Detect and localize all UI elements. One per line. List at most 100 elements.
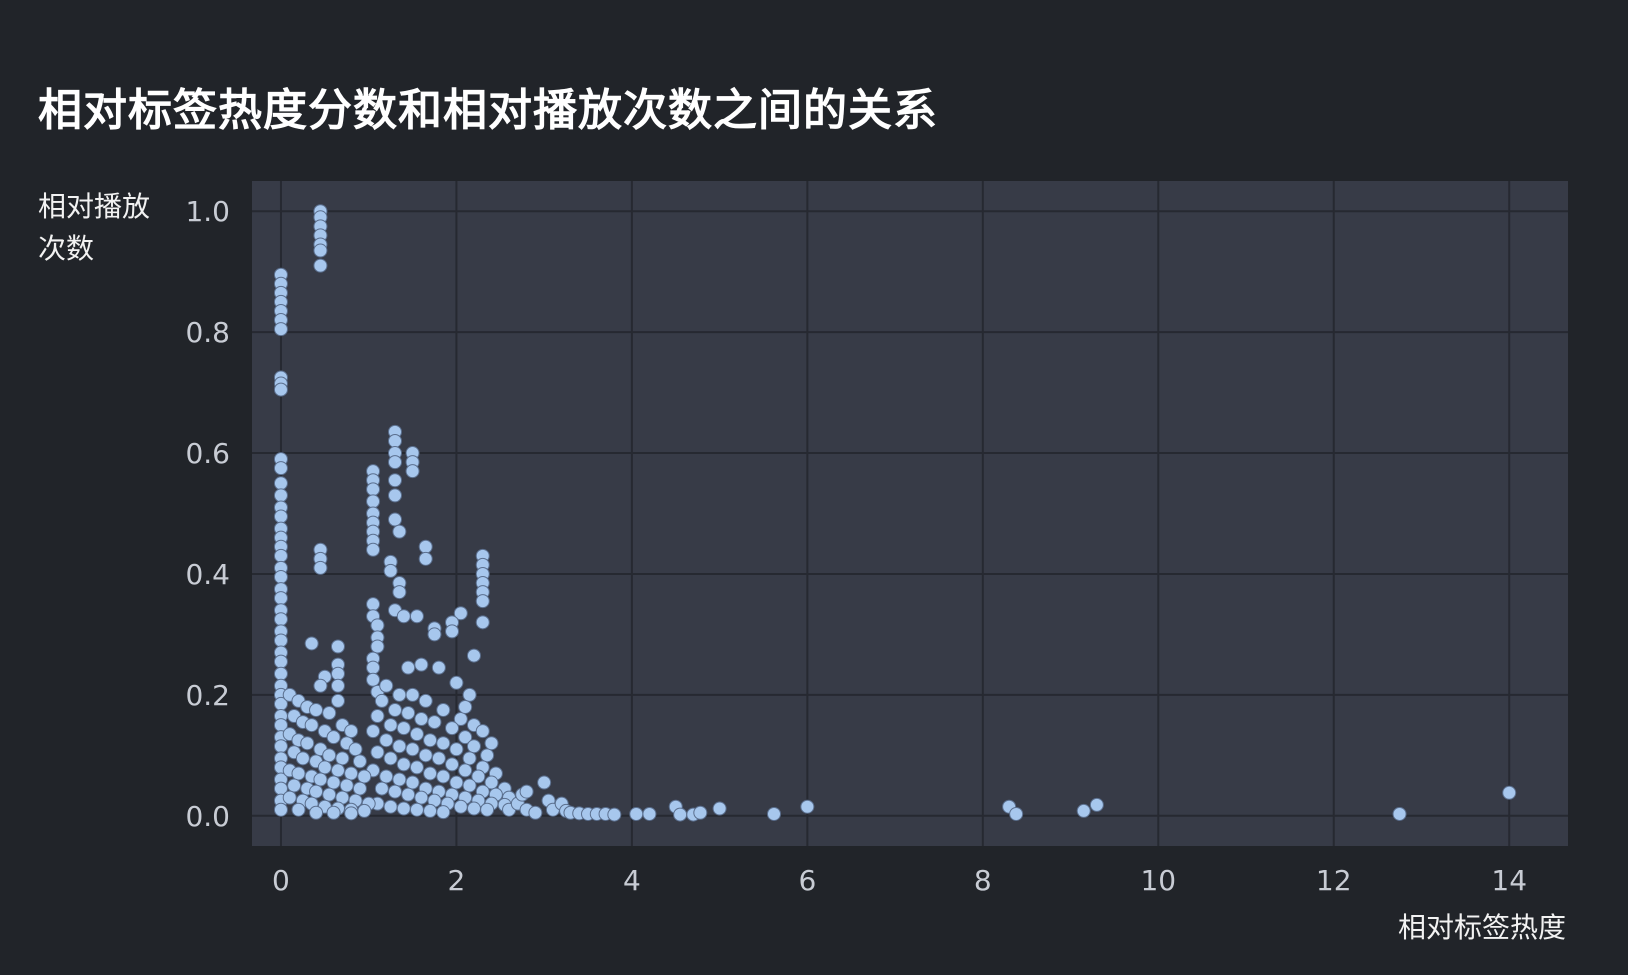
data-point bbox=[273, 654, 288, 669]
data-point bbox=[471, 769, 486, 784]
data-point bbox=[388, 702, 403, 717]
data-point bbox=[273, 548, 288, 563]
data-point bbox=[418, 551, 433, 566]
data-point bbox=[366, 724, 381, 739]
data-point bbox=[480, 748, 495, 763]
data-point bbox=[449, 675, 464, 690]
data-point bbox=[370, 639, 385, 654]
data-point bbox=[291, 766, 306, 781]
data-point bbox=[1089, 797, 1104, 812]
data-point bbox=[1502, 785, 1517, 800]
data-point bbox=[388, 473, 403, 488]
x-tick-label: 0 bbox=[272, 864, 290, 897]
y-tick-label: 0.2 bbox=[185, 679, 230, 712]
data-point bbox=[418, 693, 433, 708]
data-point bbox=[273, 802, 288, 817]
data-point bbox=[326, 730, 341, 745]
data-point bbox=[313, 258, 328, 273]
data-point bbox=[309, 702, 324, 717]
data-point bbox=[431, 660, 446, 675]
data-point bbox=[273, 488, 288, 503]
data-point bbox=[466, 801, 481, 816]
data-point bbox=[273, 612, 288, 627]
x-tick-label: 14 bbox=[1491, 864, 1527, 897]
data-point bbox=[392, 739, 407, 754]
data-point bbox=[313, 772, 328, 787]
data-point bbox=[295, 751, 310, 766]
data-point bbox=[309, 805, 324, 820]
data-point bbox=[352, 754, 367, 769]
data-point bbox=[326, 805, 341, 820]
data-point bbox=[317, 760, 332, 775]
data-point bbox=[344, 806, 359, 821]
data-point bbox=[396, 757, 411, 772]
data-point bbox=[401, 706, 416, 720]
data-point bbox=[366, 660, 381, 675]
data-point bbox=[322, 748, 337, 763]
data-point bbox=[484, 775, 499, 790]
data-point bbox=[475, 615, 490, 630]
data-point bbox=[800, 799, 815, 814]
y-axis-label: 相对播放次数 bbox=[38, 190, 151, 265]
data-point bbox=[388, 488, 403, 503]
y-tick-label: 0.8 bbox=[185, 316, 230, 349]
data-point bbox=[287, 778, 302, 793]
x-tick-label: 12 bbox=[1316, 864, 1352, 897]
data-point bbox=[330, 639, 345, 654]
data-point bbox=[1076, 803, 1091, 818]
data-point bbox=[383, 563, 398, 578]
data-point bbox=[273, 461, 288, 476]
y-tick-label: 0.6 bbox=[185, 437, 230, 470]
data-point bbox=[348, 742, 363, 757]
x-tick-label: 6 bbox=[798, 864, 816, 897]
data-point bbox=[335, 751, 350, 766]
data-point bbox=[431, 751, 446, 766]
data-point bbox=[379, 769, 394, 784]
data-point bbox=[767, 806, 782, 821]
data-point bbox=[304, 636, 319, 651]
data-point bbox=[370, 745, 385, 760]
data-point bbox=[374, 781, 389, 796]
data-point bbox=[462, 687, 477, 702]
data-point bbox=[388, 433, 403, 448]
data-point bbox=[519, 784, 534, 799]
data-point bbox=[480, 802, 495, 817]
data-point bbox=[673, 807, 688, 822]
data-point bbox=[449, 742, 464, 757]
data-point bbox=[445, 757, 460, 772]
data-point bbox=[458, 699, 473, 714]
data-point bbox=[357, 803, 372, 818]
data-point bbox=[330, 666, 345, 681]
data-point bbox=[392, 687, 407, 702]
y-tick-label: 0.4 bbox=[185, 558, 230, 591]
data-point bbox=[436, 769, 451, 784]
data-point bbox=[366, 494, 381, 509]
data-point bbox=[418, 748, 433, 763]
x-tick-label: 10 bbox=[1140, 864, 1176, 897]
data-point bbox=[405, 464, 420, 479]
y-tick-label: 1.0 bbox=[185, 195, 230, 228]
data-point bbox=[392, 524, 407, 539]
data-point bbox=[458, 730, 473, 745]
data-point bbox=[344, 766, 359, 781]
data-point bbox=[537, 775, 552, 790]
data-point bbox=[436, 805, 451, 820]
data-point bbox=[273, 739, 288, 754]
x-axis-label: 相对标签热度 bbox=[1397, 911, 1566, 944]
data-point bbox=[396, 721, 411, 736]
data-point bbox=[427, 627, 442, 642]
data-point bbox=[304, 718, 319, 733]
data-point bbox=[466, 739, 481, 754]
grid-lines bbox=[252, 181, 1568, 846]
data-point bbox=[466, 648, 481, 663]
data-point bbox=[405, 742, 420, 757]
data-point bbox=[458, 763, 473, 778]
data-point bbox=[392, 772, 407, 787]
data-point bbox=[693, 805, 708, 820]
data-point bbox=[1392, 806, 1407, 821]
data-point bbox=[436, 736, 451, 751]
data-point bbox=[309, 784, 324, 799]
data-point bbox=[379, 678, 394, 693]
data-point bbox=[1009, 806, 1024, 821]
data-point bbox=[409, 760, 424, 775]
